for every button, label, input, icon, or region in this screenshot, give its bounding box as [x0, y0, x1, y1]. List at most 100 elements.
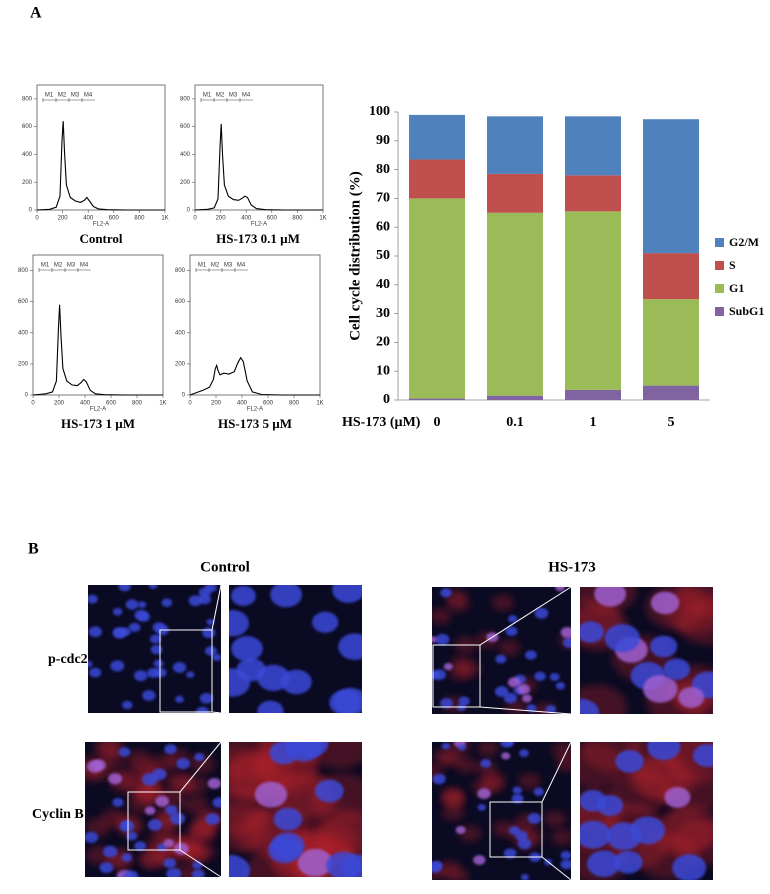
nucleus	[165, 805, 178, 816]
y-tick-label: 50	[376, 248, 390, 263]
x-tick-label: 600	[109, 216, 120, 222]
nucleus	[164, 744, 177, 755]
y-tick-label: 90	[376, 133, 390, 148]
y-tick-label: 100	[369, 104, 390, 119]
nucleus	[128, 622, 141, 632]
nucleus	[112, 627, 126, 639]
gate-label: M3	[71, 93, 80, 99]
nucleus	[432, 636, 437, 643]
nucleus	[191, 869, 205, 877]
row-label: Cyclin B1	[32, 807, 91, 822]
nucleus	[134, 841, 146, 851]
nucleus	[268, 837, 301, 864]
cytoplasm	[491, 594, 514, 611]
bar-segment	[565, 211, 621, 390]
nucleus	[678, 687, 705, 708]
nucleus	[88, 594, 98, 604]
nucleus	[480, 759, 492, 768]
x-tick-label: 600	[267, 216, 278, 222]
nucleus	[580, 820, 611, 849]
column-label: HS-173	[548, 559, 596, 575]
nucleus	[110, 660, 125, 672]
y-tick-label: 80	[376, 162, 390, 177]
zoom-line	[211, 711, 222, 714]
gate-label: M1	[203, 93, 212, 99]
bar-segment	[565, 116, 621, 176]
micrograph-content	[229, 585, 362, 713]
legend-swatch	[715, 284, 724, 293]
nucleus	[441, 742, 451, 750]
y-tick-label: 200	[22, 180, 33, 186]
cytoplasm	[555, 754, 571, 772]
nucleus	[517, 684, 531, 695]
y-tick-label: 800	[22, 96, 33, 102]
cytoplasm	[676, 599, 713, 645]
nucleus	[332, 585, 362, 603]
gate-label: M4	[242, 93, 251, 99]
legend-label: G1	[729, 281, 744, 295]
nucleus	[508, 615, 518, 623]
nucleus	[534, 671, 546, 681]
y-tick-label: 0	[383, 392, 390, 407]
cytoplasm	[661, 804, 713, 851]
bar-segment	[643, 385, 699, 400]
nucleus	[212, 797, 221, 808]
nucleus	[269, 742, 299, 765]
nucleus	[194, 753, 205, 762]
panel-label: B	[28, 541, 39, 558]
nucleus	[176, 758, 191, 770]
bar-segment	[565, 175, 621, 212]
x-tick-label: 400	[80, 401, 91, 407]
x-tick-label: 400	[237, 401, 248, 407]
bar-segment	[487, 173, 543, 213]
nucleus	[314, 779, 344, 803]
histogram-line	[189, 356, 320, 396]
gate-label: M1	[45, 93, 54, 99]
nucleus	[615, 750, 644, 773]
x-tick-label: 800	[292, 216, 303, 222]
nucleus	[560, 859, 571, 870]
nucleus	[161, 598, 173, 607]
nucleus	[137, 601, 147, 609]
nucleus	[229, 668, 251, 697]
plot-frame	[194, 84, 324, 211]
nucleus	[477, 803, 487, 811]
plot-title: HS-173 1 µM	[61, 416, 135, 431]
nucleus	[166, 867, 182, 877]
y-tick-label: 200	[180, 180, 191, 186]
cytoplasm	[551, 829, 571, 846]
nucleus	[175, 695, 184, 703]
nucleus	[149, 634, 162, 644]
bar-segment	[643, 299, 699, 386]
nucleus	[432, 669, 447, 681]
column-label: Control	[200, 559, 250, 575]
nucleus	[134, 609, 148, 621]
cytoplasm	[458, 660, 482, 678]
y-tick-label: 400	[180, 152, 191, 158]
y-tick-label: 400	[175, 330, 186, 336]
x-tick-label: 600	[263, 401, 274, 407]
nucleus	[505, 742, 514, 746]
nucleus	[521, 694, 532, 703]
bar-segment	[409, 198, 465, 399]
x-axis-label: HS-173 (µM)	[342, 415, 421, 430]
nucleus	[594, 587, 627, 607]
micrograph-content	[85, 742, 221, 877]
row-label: p-cdc2	[48, 652, 88, 667]
plot-frame	[36, 84, 166, 211]
y-tick-label: 70	[376, 191, 390, 206]
bar-segment	[487, 212, 543, 396]
nucleus	[121, 853, 133, 862]
cytoplasm	[482, 771, 506, 789]
legend-label: G2/M	[729, 235, 759, 249]
nucleus	[126, 831, 138, 841]
zoom-line	[211, 584, 222, 631]
nucleus	[549, 672, 560, 681]
nucleus	[198, 594, 212, 605]
nucleus	[102, 845, 118, 858]
gate-label: M3	[224, 263, 233, 269]
y-tick-label: 800	[175, 268, 186, 274]
nucleus	[432, 860, 443, 871]
x-tick-label: 0	[434, 415, 441, 430]
nucleus	[254, 781, 288, 808]
